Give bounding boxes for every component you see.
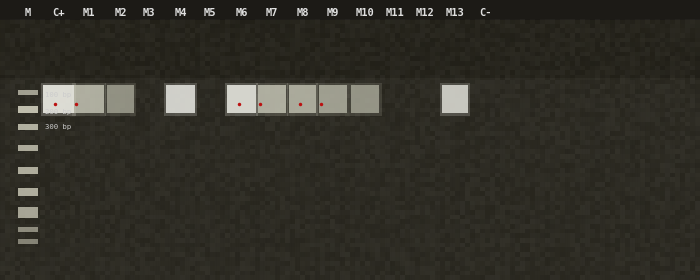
Bar: [18, 167, 38, 174]
Bar: [18, 207, 38, 218]
Bar: [351, 85, 379, 113]
Bar: [18, 188, 38, 196]
Text: M5: M5: [204, 8, 216, 18]
Text: M7: M7: [265, 8, 278, 18]
Text: C-: C-: [479, 8, 491, 18]
Text: M4: M4: [174, 8, 187, 18]
Text: M12: M12: [416, 8, 434, 18]
Bar: [442, 85, 468, 113]
Bar: [318, 85, 346, 113]
Bar: [166, 85, 195, 113]
Text: M3: M3: [143, 8, 155, 18]
Bar: [18, 90, 38, 95]
Text: 200 bp: 200 bp: [45, 109, 71, 115]
Bar: [18, 227, 38, 232]
Text: M8: M8: [296, 8, 309, 18]
Text: M9: M9: [326, 8, 339, 18]
Bar: [41, 83, 76, 116]
Text: C+: C+: [52, 8, 64, 18]
Bar: [107, 85, 134, 113]
Bar: [18, 145, 38, 151]
Bar: [225, 83, 258, 116]
Text: 100 bp: 100 bp: [45, 92, 71, 98]
Text: M: M: [25, 8, 31, 18]
Bar: [105, 83, 136, 116]
Bar: [74, 85, 104, 113]
Bar: [164, 83, 197, 116]
Bar: [287, 83, 318, 116]
Bar: [316, 83, 349, 116]
Bar: [289, 85, 316, 113]
Bar: [72, 83, 106, 116]
Bar: [256, 83, 288, 116]
Text: 300 bp: 300 bp: [45, 124, 71, 130]
Text: M13: M13: [446, 8, 464, 18]
Bar: [258, 85, 286, 113]
Bar: [227, 85, 256, 113]
Text: M10: M10: [356, 8, 374, 18]
Text: M2: M2: [114, 8, 127, 18]
Bar: [43, 85, 74, 113]
Text: M6: M6: [235, 8, 248, 18]
Bar: [18, 124, 38, 130]
Bar: [349, 83, 382, 116]
Bar: [440, 83, 470, 116]
Bar: [18, 106, 38, 113]
Bar: [18, 239, 38, 244]
Text: M11: M11: [386, 8, 405, 18]
Bar: [0, 20, 700, 78]
Text: M1: M1: [83, 8, 95, 18]
